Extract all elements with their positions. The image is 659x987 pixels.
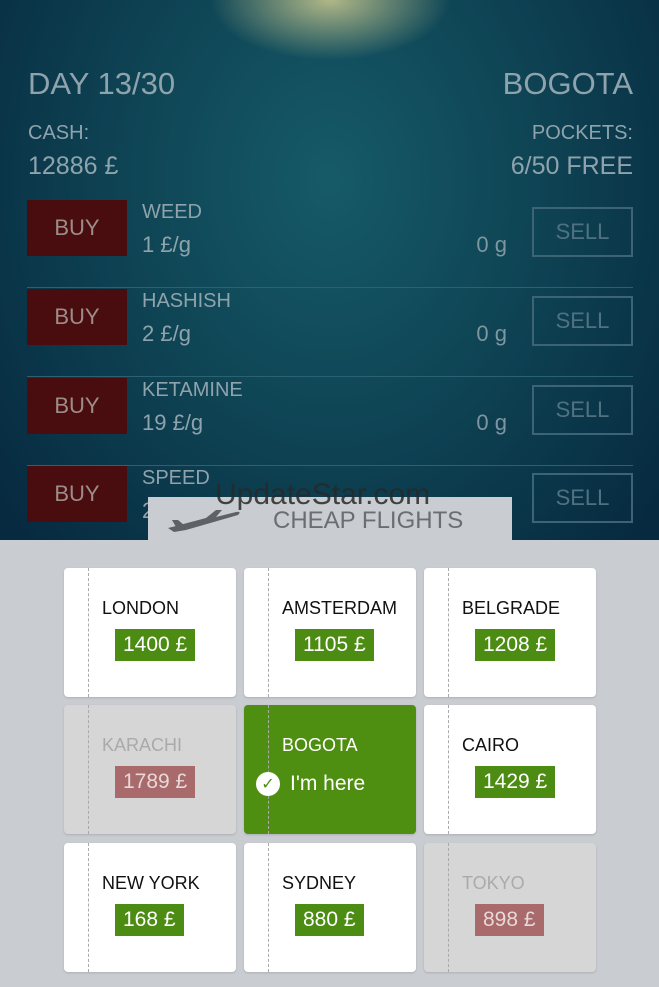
market-row: BUY WEED 1 £/g 0 g SELL	[27, 200, 633, 288]
flight-price: 168 £	[115, 904, 184, 936]
city-name: LONDON	[102, 598, 180, 618]
flight-price: 898 £	[475, 904, 544, 936]
cheap-flights-title: CHEAP FLIGHTS	[273, 507, 464, 534]
city-name: CAIRO	[462, 735, 520, 755]
buy-button[interactable]: BUY	[27, 378, 127, 434]
market-row: BUY SPEED 2 SELL	[27, 466, 633, 554]
sell-button[interactable]: SELL	[532, 207, 633, 257]
flight-price: 880 £	[295, 904, 364, 936]
ticket-perforation	[268, 705, 269, 834]
market-row: BUY KETAMINE 19 £/g 0 g SELL	[27, 378, 633, 466]
city-name: BOGOTA	[282, 735, 358, 755]
market-row: BUY HASHISH 2 £/g 0 g SELL	[27, 289, 633, 377]
flight-card-amsterdam[interactable]: AMSTERDAM 1105 £	[244, 568, 416, 697]
buy-button[interactable]: BUY	[27, 289, 127, 345]
drug-name: SPEED	[142, 467, 210, 489]
pockets-value: 6/50 FREE	[510, 152, 633, 180]
sell-button[interactable]: SELL	[532, 385, 633, 435]
current-city: BOGOTA	[502, 66, 633, 101]
city-name: SYDNEY	[282, 873, 357, 893]
cash-label: CASH:	[28, 122, 90, 144]
flight-card-karachi: KARACHI 1789 £	[64, 705, 236, 834]
divider	[27, 465, 633, 466]
ticket-perforation	[448, 843, 449, 972]
city-name: TOKYO	[462, 873, 525, 893]
drug-name: HASHISH	[142, 290, 231, 312]
flight-card-tokyo: TOKYO 898 £	[424, 843, 596, 972]
here-label: I'm here	[290, 772, 366, 795]
watermark: UpdateStar.com	[215, 478, 431, 511]
drug-quantity: 0 g	[476, 232, 507, 257]
flight-card-new-york[interactable]: NEW YORK 168 £	[64, 843, 236, 972]
flight-price: 1429 £	[475, 766, 556, 798]
flight-card-bogota: BOGOTA ✓ I'm here	[244, 705, 416, 834]
drug-name: WEED	[142, 201, 202, 223]
ticket-perforation	[88, 705, 89, 834]
cash-value: 12886 £	[28, 152, 119, 180]
divider	[27, 376, 633, 377]
city-name: AMSTERDAM	[282, 598, 398, 618]
sell-button[interactable]: SELL	[532, 473, 633, 523]
flight-card-cairo[interactable]: CAIRO 1429 £	[424, 705, 596, 834]
check-circle-icon: ✓	[256, 772, 280, 796]
city-name: BELGRADE	[462, 598, 561, 618]
drug-price: 19 £/g	[142, 410, 204, 435]
ticket-perforation	[88, 568, 89, 697]
flight-card-belgrade[interactable]: BELGRADE 1208 £	[424, 568, 596, 697]
ticket-perforation	[448, 568, 449, 697]
drug-price: 1 £/g	[142, 232, 191, 257]
flight-price: 1789 £	[115, 766, 196, 798]
buy-button[interactable]: BUY	[27, 200, 127, 256]
day-counter: DAY 13/30	[28, 66, 176, 101]
drug-quantity: 0 g	[476, 321, 507, 346]
sell-button[interactable]: SELL	[532, 296, 633, 346]
airplane-icon	[168, 510, 240, 532]
flights-panel: LONDON 1400 £ AMSTERDAM 1105 £ BELGRADE 1208 …	[0, 540, 659, 987]
current-location-indicator: ✓ I'm here	[256, 772, 366, 796]
city-name: NEW YORK	[102, 873, 200, 893]
divider	[27, 287, 633, 288]
ticket-perforation	[268, 568, 269, 697]
ticket-perforation	[88, 843, 89, 972]
flight-price: 1105 £	[295, 629, 374, 661]
flight-price: 1208 £	[475, 629, 556, 661]
city-name: KARACHI	[102, 735, 183, 755]
drug-name: KETAMINE	[142, 379, 243, 401]
flight-price: 1400 £	[115, 629, 196, 661]
flight-card-sydney[interactable]: SYDNEY 880 £	[244, 843, 416, 972]
ticket-perforation	[448, 705, 449, 834]
drug-price: 2 £/g	[142, 321, 191, 346]
drug-quantity: 0 g	[476, 410, 507, 435]
pockets-label: POCKETS:	[531, 122, 633, 144]
ticket-perforation	[268, 843, 269, 972]
buy-button[interactable]: BUY	[27, 466, 127, 522]
flight-card-london[interactable]: LONDON 1400 £	[64, 568, 236, 697]
